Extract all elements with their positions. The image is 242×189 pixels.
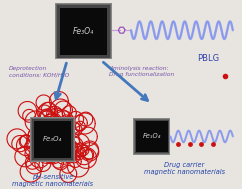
Text: Deprotection
conditions: KOH/H₂O: Deprotection conditions: KOH/H₂O <box>9 66 69 77</box>
Bar <box>60 8 107 55</box>
Bar <box>30 117 75 162</box>
Text: Fe₃O₄: Fe₃O₄ <box>73 27 94 36</box>
Bar <box>32 119 73 160</box>
Bar <box>135 120 168 153</box>
Text: Fe₃O₄: Fe₃O₄ <box>143 133 161 139</box>
Text: Aminolysis reaction:
Drug functionalization: Aminolysis reaction: Drug functionalizat… <box>109 66 174 77</box>
Bar <box>55 3 112 60</box>
Text: Drug carrier
magnetic nanomaterials: Drug carrier magnetic nanomaterials <box>144 162 225 175</box>
Bar <box>34 121 71 158</box>
Text: pH-sensitive
magnetic nanomaterials: pH-sensitive magnetic nanomaterials <box>12 174 93 187</box>
Bar <box>56 4 111 58</box>
Text: Fe₃O₄: Fe₃O₄ <box>43 136 62 142</box>
Bar <box>134 119 169 154</box>
Bar <box>133 118 170 155</box>
Bar <box>31 118 74 161</box>
Bar <box>57 5 110 57</box>
Bar <box>136 121 167 152</box>
Text: PBLG: PBLG <box>197 54 219 63</box>
